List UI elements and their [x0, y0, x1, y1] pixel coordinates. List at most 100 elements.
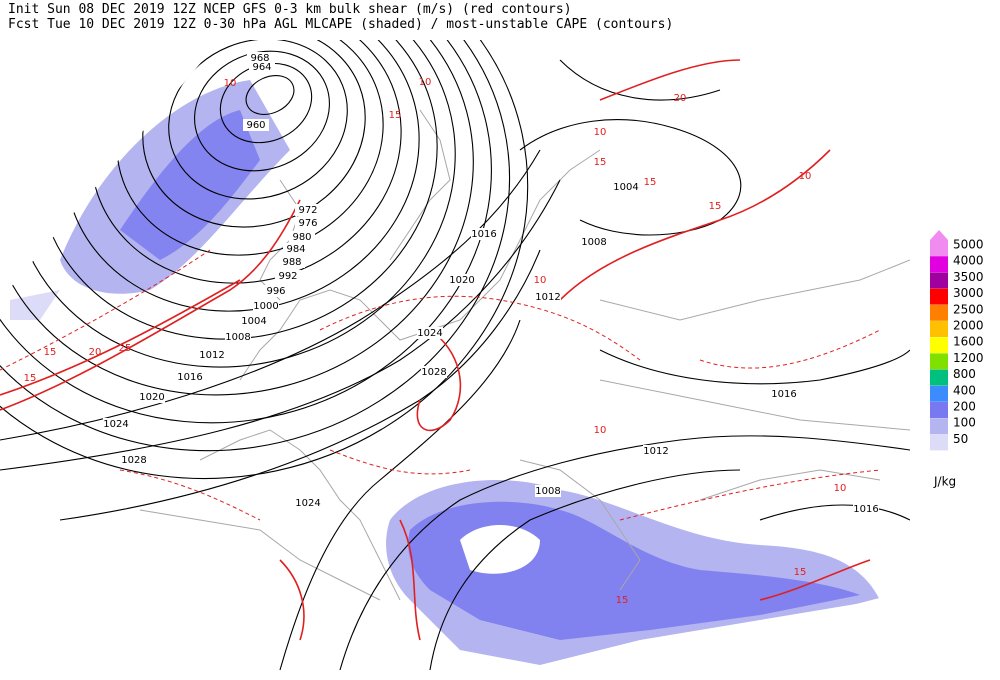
- label-bg: [535, 291, 561, 303]
- legend-label: 1200: [953, 351, 984, 365]
- label-bg: [241, 315, 267, 327]
- label-bg: [295, 204, 321, 216]
- label-bg: [263, 285, 289, 297]
- isobar-label: 1004: [241, 316, 266, 327]
- shear-contours: [0, 59, 871, 641]
- header-line1: Init Sun 08 DEC 2019 12Z NCEP GFS 0-3 km…: [8, 2, 572, 17]
- label-bg: [771, 388, 797, 400]
- isobar-label: 1008: [535, 486, 560, 497]
- isobar: [429, 469, 741, 671]
- isobar-label: 1024: [295, 498, 320, 509]
- isobar-label: 1012: [199, 350, 224, 361]
- isobar-label: 1024: [417, 328, 442, 339]
- legend-swatch: [930, 369, 948, 386]
- cape-area: [120, 110, 260, 260]
- isobar-label: 1008: [225, 332, 250, 343]
- legend-swatch: [930, 337, 948, 354]
- cape-area: [10, 290, 60, 320]
- shear-label: 25: [119, 343, 132, 354]
- label-bg: [103, 418, 129, 430]
- isobar-label: 1020: [139, 392, 164, 403]
- shear-label: 20: [674, 93, 687, 104]
- isobar-label: 996: [266, 286, 285, 297]
- shear-label: 15: [644, 177, 657, 188]
- shear-label: 20: [89, 347, 102, 358]
- label-bg: [853, 503, 879, 515]
- legend-label: 50: [953, 432, 968, 446]
- shear-label: 15: [594, 157, 607, 168]
- legend-swatch: [930, 418, 948, 435]
- isobar-label: 1020: [449, 275, 474, 286]
- legend-label: 3500: [953, 270, 984, 284]
- legend-label: 400: [953, 383, 976, 397]
- shear-label: 10: [419, 77, 432, 88]
- shear-label: 10: [594, 425, 607, 436]
- legend-swatch: [930, 434, 948, 451]
- isobar: [599, 349, 910, 385]
- label-bg: [225, 331, 251, 343]
- legend-swatch: [930, 402, 948, 418]
- label-bg: [253, 300, 279, 312]
- isobar: [519, 119, 742, 236]
- isobar-label: 984: [286, 244, 305, 255]
- legend-swatch: [930, 304, 948, 321]
- isobar-label: 1012: [535, 292, 560, 303]
- legend-swatch: [930, 240, 948, 256]
- isobars: [0, 40, 910, 671]
- shear-label: 15: [389, 110, 402, 121]
- legend-swatch: [930, 288, 948, 305]
- legend-swatch: [930, 385, 948, 402]
- isobar-label: 1016: [853, 504, 878, 515]
- shear-label: 15: [24, 373, 37, 384]
- isobar-label: 960: [246, 120, 265, 131]
- label-bg: [139, 391, 165, 403]
- isobar-label: 1016: [471, 229, 496, 240]
- shear-label: 10: [799, 171, 812, 182]
- legend-label: 4000: [953, 254, 984, 268]
- legend-label: 5000: [953, 238, 984, 252]
- isobar-label: 1028: [121, 455, 146, 466]
- isobar: [0, 40, 511, 452]
- label-bg: [581, 236, 607, 248]
- label-bg: [177, 371, 203, 383]
- label-bg: [295, 497, 321, 509]
- isobar: [0, 179, 561, 471]
- coastlines: [139, 109, 910, 601]
- isobar-label: 1016: [177, 372, 202, 383]
- label-bg: [289, 231, 315, 243]
- isobar-label: 988: [282, 257, 301, 268]
- isobar: [559, 59, 721, 101]
- legend-label: 200: [953, 400, 976, 414]
- label-bg: [121, 454, 147, 466]
- legend-label: 2000: [953, 319, 984, 333]
- isobar: [0, 40, 529, 480]
- header-line2: Fcst Tue 10 DEC 2019 12Z 0-30 hPa AGL ML…: [8, 17, 673, 32]
- legend-label: 2500: [953, 302, 984, 316]
- isobar-label: 964: [252, 62, 271, 73]
- isobar-label: 1008: [581, 237, 606, 248]
- label-bg: [421, 366, 447, 378]
- label-bg: [613, 181, 639, 193]
- label-bg: [449, 274, 475, 286]
- legend-label: 1600: [953, 335, 984, 349]
- legend-label: 800: [953, 367, 976, 381]
- label-bg: [275, 270, 301, 282]
- isobar-label: 1024: [103, 419, 128, 430]
- shear-contours-dashed: [0, 249, 881, 521]
- shear-label: 15: [44, 347, 57, 358]
- legend-swatch: [930, 353, 948, 370]
- label-bg: [295, 217, 321, 229]
- legend-swatch: [930, 256, 948, 273]
- label-bg: [199, 349, 225, 361]
- isobar: [339, 435, 910, 671]
- legend-swatch: [930, 272, 948, 289]
- isobar-label: 1028: [421, 367, 446, 378]
- shear-label: 15: [616, 595, 629, 606]
- isobar-label: 1016: [771, 389, 796, 400]
- isobar-label: 980: [292, 232, 311, 243]
- isobar-label: 976: [298, 218, 317, 229]
- isobar-label: 1012: [643, 446, 668, 457]
- isobar: [59, 249, 541, 521]
